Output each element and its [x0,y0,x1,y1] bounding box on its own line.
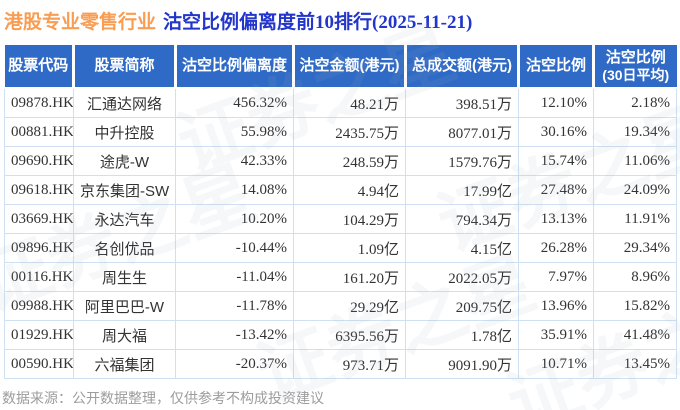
cell-short-ratio-30d: 11.91% [593,204,677,234]
cell-short-ratio-30d: 15.82% [593,291,677,321]
table-row: 09896.HK 名创优品 -10.44% 1.09亿 4.15亿 26.28% 29.34… [4,233,677,263]
cell-short-amount: 6395.56万 [293,320,406,350]
cell-short-ratio-30d: 13.45% [593,349,677,379]
cell-turnover: 2022.05万 [405,262,519,292]
cell-short-ratio: 30.16% [518,117,594,147]
cell-deviation: -10.44% [175,233,294,263]
cell-name: 永达汽车 [73,204,176,234]
cell-name: 阿里巴巴-W [73,291,176,321]
table-row: 01929.HK 周大福 -13.42% 6395.56万 1.78亿 35.91% 41.… [4,320,677,350]
cell-short-ratio: 13.96% [518,291,594,321]
table-row: 00590.HK 六福集团 -20.37% 973.71万 9091.90万 10.71%… [4,349,677,379]
table-row: 09878.HK 汇通达网络 456.32% 48.21万 398.51万 12.10% 2… [4,87,677,118]
cell-short-amount: 29.29亿 [293,291,406,321]
cell-deviation: -13.42% [175,320,294,350]
title-industry: 港股专业零售行业 [4,12,157,33]
cell-deviation: 42.33% [175,146,294,176]
cell-short-ratio: 13.13% [518,204,594,234]
page-title: 港股专业零售行业 沽空比例偏离度前10排行(2025-11-21) [4,7,472,34]
cell-code: 00116.HK [4,262,74,292]
cell-code: 09878.HK [4,87,74,118]
cell-turnover: 209.75亿 [405,291,519,321]
cell-code: 00881.HK [4,117,74,147]
cell-turnover: 9091.90万 [405,349,519,379]
cell-name: 周生生 [73,262,176,292]
short-sell-ranking-table: 股票代码 股票简称 沽空比例偏离度 沽空金额(港元) 总成交额(港元) 沽空比例 沽空比例(… [4,45,677,379]
cell-short-amount: 973.71万 [293,349,406,379]
cell-code: 03669.HK [4,204,74,234]
cell-deviation: 14.08% [175,175,294,205]
cell-name: 六福集团 [73,349,176,379]
cell-turnover: 794.34万 [405,204,519,234]
cell-code: 01929.HK [4,320,74,350]
cell-name: 周大福 [73,320,176,350]
table-row: 00881.HK 中升控股 55.98% 2435.75万 8077.01万 30.16%… [4,117,677,147]
column-header: 沽空比例偏离度 [174,45,294,89]
column-header: 总成交额(港元) [404,45,519,89]
column-header: 股票简称 [72,45,176,89]
cell-deviation: 456.32% [175,87,294,118]
cell-deviation: 10.20% [175,204,294,234]
cell-name: 名创优品 [73,233,176,263]
cell-deviation: -20.37% [175,349,294,379]
cell-short-amount: 248.59万 [293,146,406,176]
cell-short-ratio: 26.28% [518,233,594,263]
cell-code: 09690.HK [4,146,74,176]
cell-short-amount: 4.94亿 [293,175,406,205]
cell-short-amount: 48.21万 [293,87,406,118]
cell-name: 汇通达网络 [73,87,176,118]
column-header: 沽空比例 (30日平均) [592,45,677,89]
column-header: 股票代码 [4,45,74,89]
cell-short-ratio: 10.71% [518,349,594,379]
cell-code: 09896.HK [4,233,74,263]
table-header: 股票代码 股票简称 沽空比例偏离度 沽空金额(港元) 总成交额(港元) 沽空比例 沽空比例(… [4,45,677,89]
cell-turnover: 1.78亿 [405,320,519,350]
cell-short-ratio-30d: 29.34% [593,233,677,263]
cell-short-ratio: 27.48% [518,175,594,205]
cell-short-ratio-30d: 41.48% [593,320,677,350]
data-source-note: 数据来源：公开数据整理，仅供参考不构成投资建议 [2,390,324,406]
cell-short-ratio: 7.97% [518,262,594,292]
cell-short-amount: 2435.75万 [293,117,406,147]
cell-short-ratio: 12.10% [518,87,594,118]
table-row: 09988.HK 阿里巴巴-W -11.78% 29.29亿 209.75亿 13.96%… [4,291,677,321]
cell-short-ratio: 15.74% [518,146,594,176]
column-header: 沽空金额(港元) [292,45,406,89]
cell-name: 京东集团-SW [73,175,176,205]
cell-deviation: -11.04% [175,262,294,292]
table-row: 09690.HK 途虎-W 42.33% 248.59万 1579.76万 15.74% 1… [4,146,677,176]
cell-short-ratio-30d: 24.09% [593,175,677,205]
cell-deviation: -11.78% [175,291,294,321]
cell-deviation: 55.98% [175,117,294,147]
cell-turnover: 8077.01万 [405,117,519,147]
table-row: 00116.HK 周生生 -11.04% 161.20万 2022.05万 7.97% 8.… [4,262,677,292]
cell-code: 09618.HK [4,175,74,205]
cell-code: 09988.HK [4,291,74,321]
cell-short-amount: 1.09亿 [293,233,406,263]
cell-turnover: 17.99亿 [405,175,519,205]
cell-short-amount: 161.20万 [293,262,406,292]
table-header-row: 股票代码 股票简称 沽空比例偏离度 沽空金额(港元) 总成交额(港元) 沽空比例 沽空比例(… [4,45,677,89]
cell-short-ratio-30d: 8.96% [593,262,677,292]
cell-short-amount: 104.29万 [293,204,406,234]
table-body: 09878.HK 汇通达网络 456.32% 48.21万 398.51万 12.10% 2… [4,87,677,379]
cell-name: 中升控股 [73,117,176,147]
title-ranking: 沽空比例偏离度前10排行(2025-11-21) [163,12,473,33]
cell-short-ratio-30d: 11.06% [593,146,677,176]
cell-turnover: 4.15亿 [405,233,519,263]
cell-name: 途虎-W [73,146,176,176]
table-row: 03669.HK 永达汽车 10.20% 104.29万 794.34万 13.13% 11… [4,204,677,234]
cell-short-ratio: 35.91% [518,320,594,350]
cell-short-ratio-30d: 19.34% [593,117,677,147]
cell-short-ratio-30d: 2.18% [593,87,677,118]
column-header: 沽空比例 [517,45,594,89]
cell-turnover: 398.51万 [405,87,519,118]
cell-turnover: 1579.76万 [405,146,519,176]
table-row: 09618.HK 京东集团-SW 14.08% 4.94亿 17.99亿 27.48% 24… [4,175,677,205]
cell-code: 00590.HK [4,349,74,379]
